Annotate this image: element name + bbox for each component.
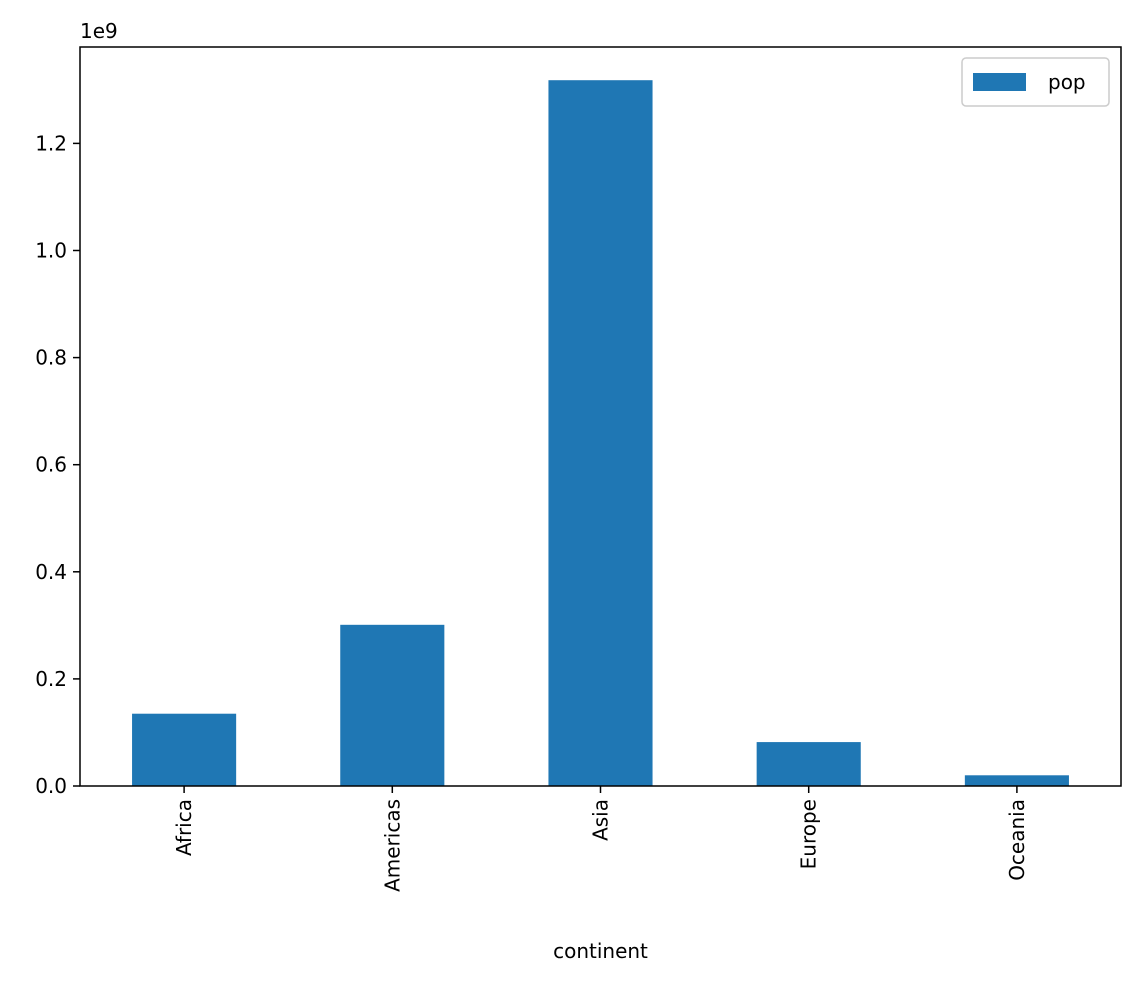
y-axis: 0.0 0.2 0.4 0.6 0.8 1.0 1.2: [35, 131, 80, 798]
x-tick-label-americas: Americas: [380, 799, 404, 892]
bar-africa: [132, 713, 237, 786]
legend: pop: [961, 57, 1110, 107]
y-tick-label: 0.6: [35, 453, 67, 477]
y-tick-label: 0.8: [35, 346, 67, 370]
bar-asia: [548, 80, 653, 787]
y-tick-label: 0.0: [35, 774, 67, 798]
plot-area-frame: [79, 46, 1122, 787]
x-tick-label-asia: Asia: [589, 799, 613, 841]
x-axis: Africa Americas Asia Europe Oceania: [172, 786, 1029, 892]
y-tick-label: 1.0: [35, 238, 67, 262]
x-tick-label-africa: Africa: [172, 799, 196, 856]
x-axis-label: continent: [553, 939, 648, 963]
bar-europe: [756, 742, 861, 786]
legend-box: [961, 57, 1110, 107]
bar-americas: [340, 624, 445, 786]
y-axis-offset-text: 1e9: [80, 19, 118, 43]
legend-label: pop: [1048, 70, 1086, 94]
bars-group: [132, 80, 1069, 787]
x-tick-label-europe: Europe: [797, 799, 821, 869]
x-tick-label-oceania: Oceania: [1005, 799, 1029, 881]
y-tick-label: 1.2: [35, 131, 67, 155]
legend-swatch: [973, 73, 1026, 91]
bar-oceania: [964, 775, 1069, 786]
y-tick-label: 0.2: [35, 667, 67, 691]
y-tick-label: 0.4: [35, 560, 67, 584]
